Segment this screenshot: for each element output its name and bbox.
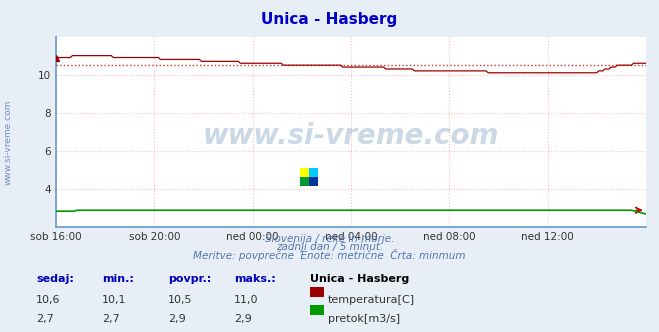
Text: 10,5: 10,5 [168, 295, 192, 305]
Bar [300, 177, 309, 186]
Text: 2,9: 2,9 [168, 314, 186, 324]
Text: maks.:: maks.: [234, 274, 275, 284]
Text: 2,7: 2,7 [36, 314, 54, 324]
Bar [309, 177, 318, 186]
Text: zadnji dan / 5 minut.: zadnji dan / 5 minut. [276, 242, 383, 252]
Bar [309, 168, 318, 177]
Text: Slovenija / reke in morje.: Slovenija / reke in morje. [265, 234, 394, 244]
Text: sedaj:: sedaj: [36, 274, 74, 284]
Text: www.si-vreme.com: www.si-vreme.com [3, 100, 13, 186]
Text: Meritve: povprečne  Enote: metrične  Črta: minmum: Meritve: povprečne Enote: metrične Črta:… [193, 249, 466, 261]
Text: 10,1: 10,1 [102, 295, 127, 305]
Text: 11,0: 11,0 [234, 295, 258, 305]
Text: min.:: min.: [102, 274, 134, 284]
Text: 2,7: 2,7 [102, 314, 120, 324]
Text: 2,9: 2,9 [234, 314, 252, 324]
Bar [300, 168, 309, 177]
Text: 10,6: 10,6 [36, 295, 61, 305]
Text: Unica - Hasberg: Unica - Hasberg [262, 12, 397, 27]
Text: www.si-vreme.com: www.si-vreme.com [203, 122, 499, 150]
Text: Unica - Hasberg: Unica - Hasberg [310, 274, 409, 284]
Text: temperatura[C]: temperatura[C] [328, 295, 415, 305]
Text: povpr.:: povpr.: [168, 274, 212, 284]
Text: pretok[m3/s]: pretok[m3/s] [328, 314, 400, 324]
